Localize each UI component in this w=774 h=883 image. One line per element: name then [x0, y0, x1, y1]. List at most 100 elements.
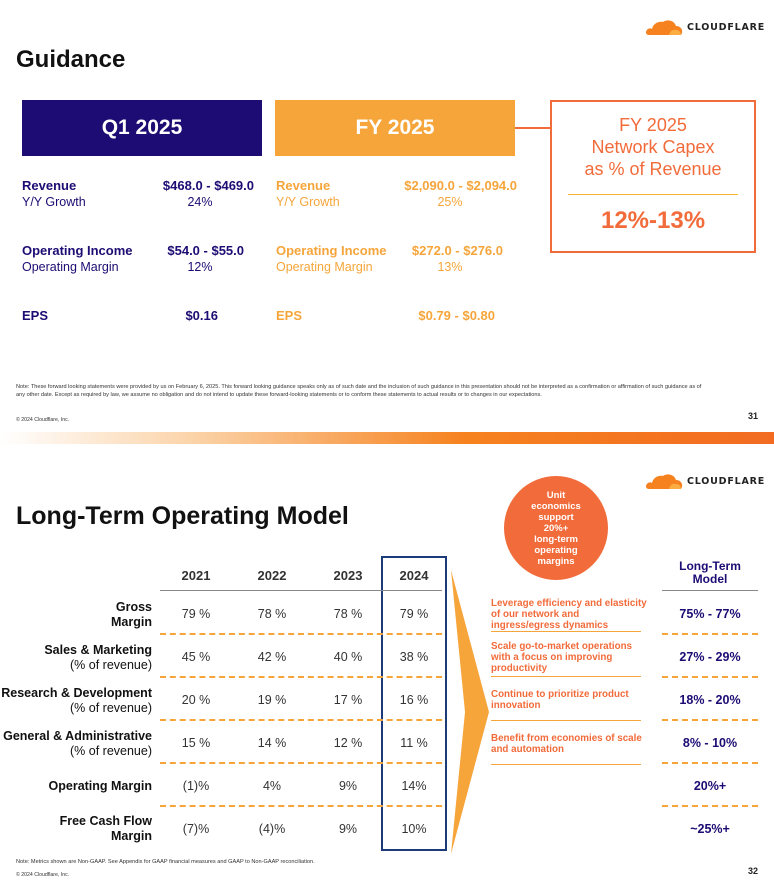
fy-growth-label: Y/Y Growth [276, 195, 340, 209]
logo-wordmark: CLOUDFLARE [687, 21, 766, 33]
fy-margin-value: 13% [437, 260, 463, 274]
row-label-line: Sales & Marketing [44, 643, 152, 657]
slide-long-term-model: CLOUDFLARE Long-Term Operating Model Uni… [0, 446, 774, 883]
table-cell: 78 % [257, 607, 287, 621]
table-cell: 9% [338, 779, 358, 793]
table-cell: 19 % [257, 693, 287, 707]
row-label-operating-margin: Operating Margin [49, 779, 152, 794]
capex-title-line2: Network Capex [591, 137, 715, 157]
year-header: 2024 [399, 568, 429, 583]
table-cell: 78 % [333, 607, 363, 621]
capex-title-line3: as % of Revenue [584, 159, 722, 179]
table-cell: 79 % [181, 607, 211, 621]
fy-eps-label: EPS [276, 308, 303, 323]
cloudflare-logo: CLOUDFLARE [645, 18, 765, 36]
fy-revenue-value: $2,090.0 - $2,094.0 [404, 178, 517, 193]
long-term-model-header: Long-Term Model [662, 560, 758, 586]
row-divider [160, 762, 442, 764]
lt-row-divider [662, 633, 758, 635]
row-label-rnd: Research & Development (% of revenue) [1, 686, 152, 716]
driver-underline [491, 676, 641, 677]
table-cell: (1)% [182, 779, 210, 793]
capex-title-line1: FY 2025 [619, 115, 687, 135]
table-cell: 12 % [333, 736, 363, 750]
year-header: 2022 [257, 568, 287, 583]
row-label-gross-margin: Gross Margin [111, 600, 152, 630]
q1-header: Q1 2025 [22, 100, 262, 156]
row-label-sub: (% of revenue) [70, 658, 152, 672]
table-cell: 14 % [257, 736, 287, 750]
year-header: 2023 [333, 568, 363, 583]
row-label-line: Free Cash Flow [59, 814, 152, 828]
q1-margin-value: 12% [187, 260, 213, 274]
table-cell: 20 % [181, 693, 211, 707]
row-divider [160, 633, 442, 635]
lt-row-divider [662, 805, 758, 807]
fy-opinc-value: $272.0 - $276.0 [411, 243, 503, 258]
cloud-icon [645, 472, 683, 490]
year-header: 2021 [181, 568, 211, 583]
capex-divider [568, 194, 738, 195]
slide-divider [0, 432, 774, 444]
unit-economics-circle: Unit economics support 20%+ long-term op… [504, 476, 608, 580]
circle-line: 20%+ [543, 523, 569, 534]
table-cell: 14% [401, 779, 427, 793]
footnote: Note: Metrics shown are Non-GAAP. See Ap… [16, 859, 315, 865]
circle-line: long-term [534, 534, 578, 545]
page-number: 32 [747, 866, 758, 876]
circle-line: economics [531, 501, 581, 512]
driver-text: Continue to prioritize product innovatio… [491, 689, 629, 712]
fy-opinc-label: Operating Income [276, 243, 387, 258]
q1-growth-label: Y/Y Growth [22, 195, 86, 209]
circle-line: operating [534, 545, 578, 556]
page-number: 31 [747, 411, 758, 421]
q1-revenue-value: $468.0 - $469.0 [162, 178, 254, 193]
driver-text: Benefit from economies of scale and auto… [491, 733, 642, 756]
disclaimer-note: Note: These forward looking statements w… [16, 384, 702, 398]
chevron-arrow-shape [451, 570, 491, 859]
lt-target: 20%+ [693, 779, 727, 793]
copyright: © 2024 Cloudflare, Inc. [16, 417, 70, 423]
lt-header-line: Model [692, 572, 728, 586]
row-label-line: Margin [111, 615, 152, 629]
row-label-sales-marketing: Sales & Marketing (% of revenue) [44, 643, 152, 673]
page-title: Guidance [16, 46, 126, 73]
slide-guidance: CLOUDFLARE Guidance Q1 2025 FY 2025 FY 2… [0, 0, 774, 444]
table-cell: 45 % [181, 650, 211, 664]
row-label-sub: (% of revenue) [70, 744, 152, 758]
q1-growth-value: 24% [187, 195, 213, 209]
cloud-icon [645, 18, 683, 36]
q1-opinc-label: Operating Income [22, 243, 133, 258]
fy-revenue-label: Revenue [276, 178, 331, 193]
fy-growth-value: 25% [437, 195, 463, 209]
table-cell: 38 % [399, 650, 429, 664]
row-label-line: Margin [111, 829, 152, 843]
lt-header-line: Long-Term [679, 559, 741, 573]
table-cell: 40 % [333, 650, 363, 664]
driver-underline [491, 764, 641, 765]
year-2024-highlight [381, 556, 447, 851]
table-cell: (7)% [182, 822, 210, 836]
table-cell: 10% [401, 822, 427, 836]
lt-row-divider [662, 676, 758, 678]
page-title: Long-Term Operating Model [16, 502, 349, 530]
q1-margin-label: Operating Margin [22, 260, 119, 274]
fy-eps-value: $0.79 - $0.80 [418, 308, 495, 323]
table-cell: 17 % [333, 693, 363, 707]
table-cell: 4% [262, 779, 282, 793]
row-label-ga: General & Administrative (% of revenue) [3, 729, 152, 759]
circle-line: margins [537, 556, 575, 567]
fy-header: FY 2025 [275, 100, 515, 156]
lt-header-rule [662, 590, 758, 591]
row-label-line: Research & Development [1, 686, 152, 700]
table-cell: 11 % [400, 736, 428, 750]
cloudflare-logo: CLOUDFLARE [645, 472, 765, 490]
lt-target: 27% - 29% [679, 650, 741, 664]
capex-box: FY 2025 Network Capex as % of Revenue 12… [550, 100, 756, 253]
row-divider [160, 805, 442, 807]
driver-text: Scale go-to-market operations with a foc… [491, 641, 632, 675]
table-cell: 15 % [181, 736, 211, 750]
table-cell: 79 % [399, 607, 429, 621]
table-cell: 9% [338, 822, 358, 836]
table-cell: (4)% [258, 822, 286, 836]
